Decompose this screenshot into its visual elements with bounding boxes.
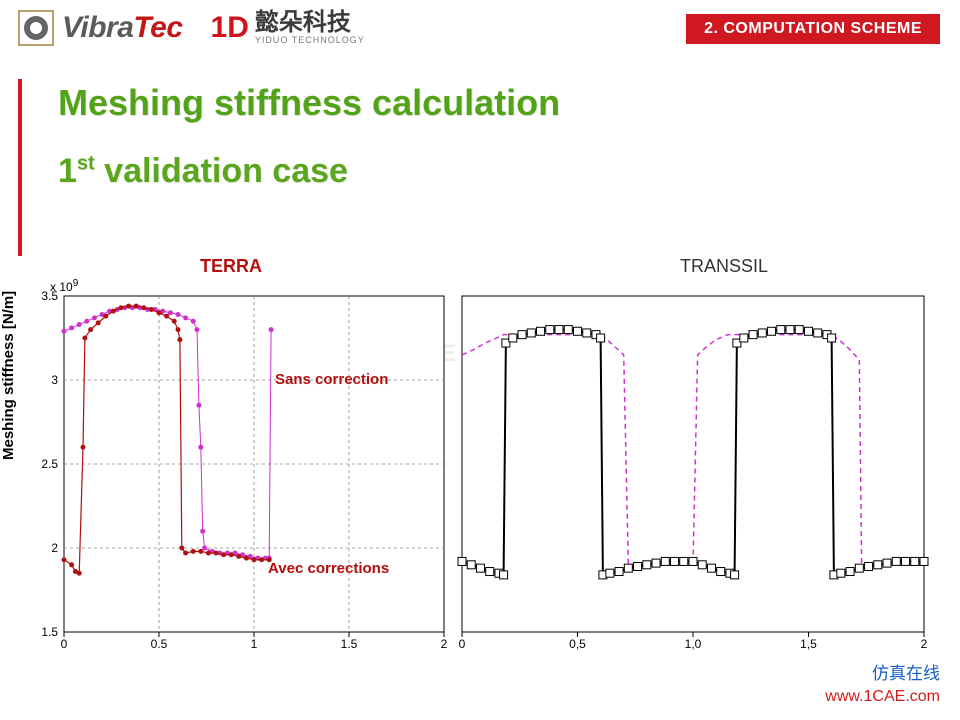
chart-right-title: TRANSSIL <box>680 256 768 277</box>
footer-cn: 仿真在线 <box>872 659 940 684</box>
chart-left-title: TERRA <box>200 256 262 277</box>
chart-left: 1.5 2 2.5 3 3.5 0 0.5 1 1.5 2 <box>36 282 456 672</box>
svg-text:1.5: 1.5 <box>41 625 58 639</box>
page-title: Meshing stiffness calculation <box>58 82 560 124</box>
svg-text:1.5: 1.5 <box>341 637 358 651</box>
svg-text:1: 1 <box>251 637 258 651</box>
header: VibraTec 1D 懿朵科技 YIDUO TECHNOLOGY <box>18 10 365 46</box>
svg-text:0.5: 0.5 <box>151 637 168 651</box>
yiduo-mark-icon: 1D <box>211 11 249 45</box>
svg-text:2: 2 <box>441 637 448 651</box>
vibratec-mark-icon <box>18 10 54 46</box>
note-avec-corrections: Avec corrections <box>268 560 389 577</box>
svg-text:3: 3 <box>51 373 58 387</box>
yiduo-cn: 懿朵科技 <box>255 11 365 35</box>
svg-text:2: 2 <box>51 541 58 555</box>
svg-text:0,5: 0,5 <box>569 637 586 651</box>
svg-text:2: 2 <box>921 637 928 651</box>
svg-text:3.5: 3.5 <box>41 289 58 303</box>
note-sans-correction: Sans correction <box>275 371 388 388</box>
vibra-text: Vibra <box>62 11 133 44</box>
vibratec-wordmark: VibraTec <box>62 11 183 45</box>
svg-text:2.5: 2.5 <box>41 457 58 471</box>
svg-text:1,0: 1,0 <box>685 637 702 651</box>
subtitle-sup: st <box>77 153 95 175</box>
y-axis-label: Meshing stiffness [N/m] <box>0 291 17 460</box>
yiduo-en: YIDUO TECHNOLOGY <box>255 35 365 45</box>
subtitle: 1st validation case <box>58 152 348 191</box>
tec-text: Tec <box>133 11 182 44</box>
logo-vibratec: VibraTec <box>18 10 183 46</box>
svg-text:0: 0 <box>61 637 68 651</box>
footer-url: www.1CAE.com <box>825 688 940 706</box>
section-tag: 2. COMPUTATION SCHEME <box>686 14 940 44</box>
subtitle-after: validation case <box>95 152 348 190</box>
logo-yiduo: 1D 懿朵科技 YIDUO TECHNOLOGY <box>211 11 365 45</box>
accent-bar-icon <box>18 79 22 256</box>
svg-text:1,5: 1,5 <box>800 637 817 651</box>
subtitle-before: 1 <box>58 152 77 190</box>
svg-text:0: 0 <box>459 637 466 651</box>
chart-right: 0 0,5 1,0 1,5 2 <box>456 282 936 672</box>
